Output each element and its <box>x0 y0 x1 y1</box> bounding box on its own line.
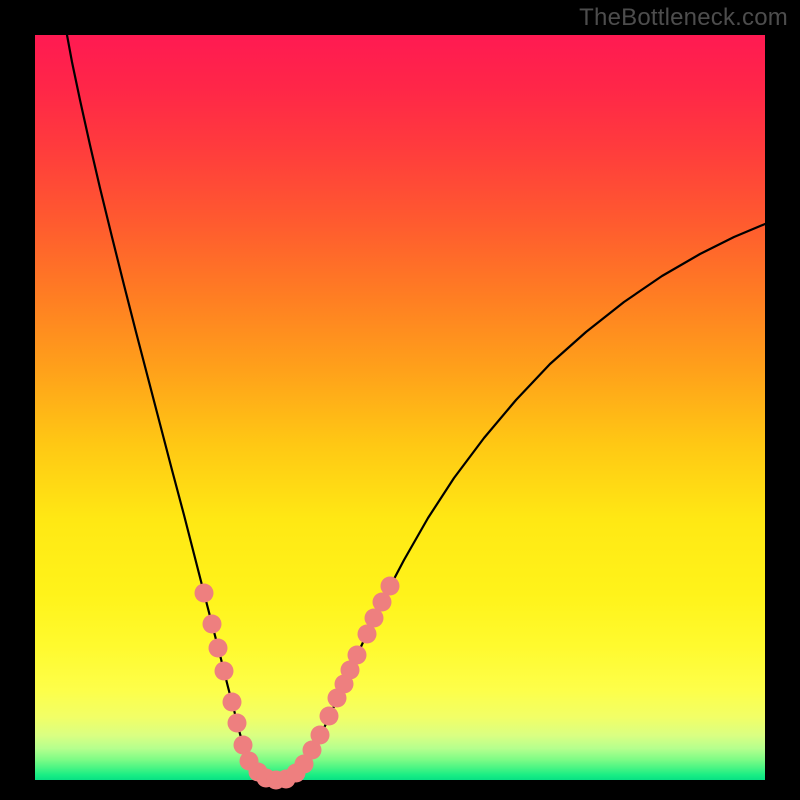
marker-dot <box>311 726 330 745</box>
marker-dot <box>209 639 228 658</box>
marker-dot <box>348 646 367 665</box>
marker-dot <box>223 693 242 712</box>
marker-dot <box>203 615 222 634</box>
marker-dot <box>381 577 400 596</box>
bottleneck-chart <box>0 0 800 800</box>
marker-dot <box>195 584 214 603</box>
marker-dot <box>215 662 234 681</box>
watermark-text: TheBottleneck.com <box>579 4 788 32</box>
plot-background <box>35 35 765 780</box>
marker-dot <box>320 707 339 726</box>
marker-dot <box>228 714 247 733</box>
